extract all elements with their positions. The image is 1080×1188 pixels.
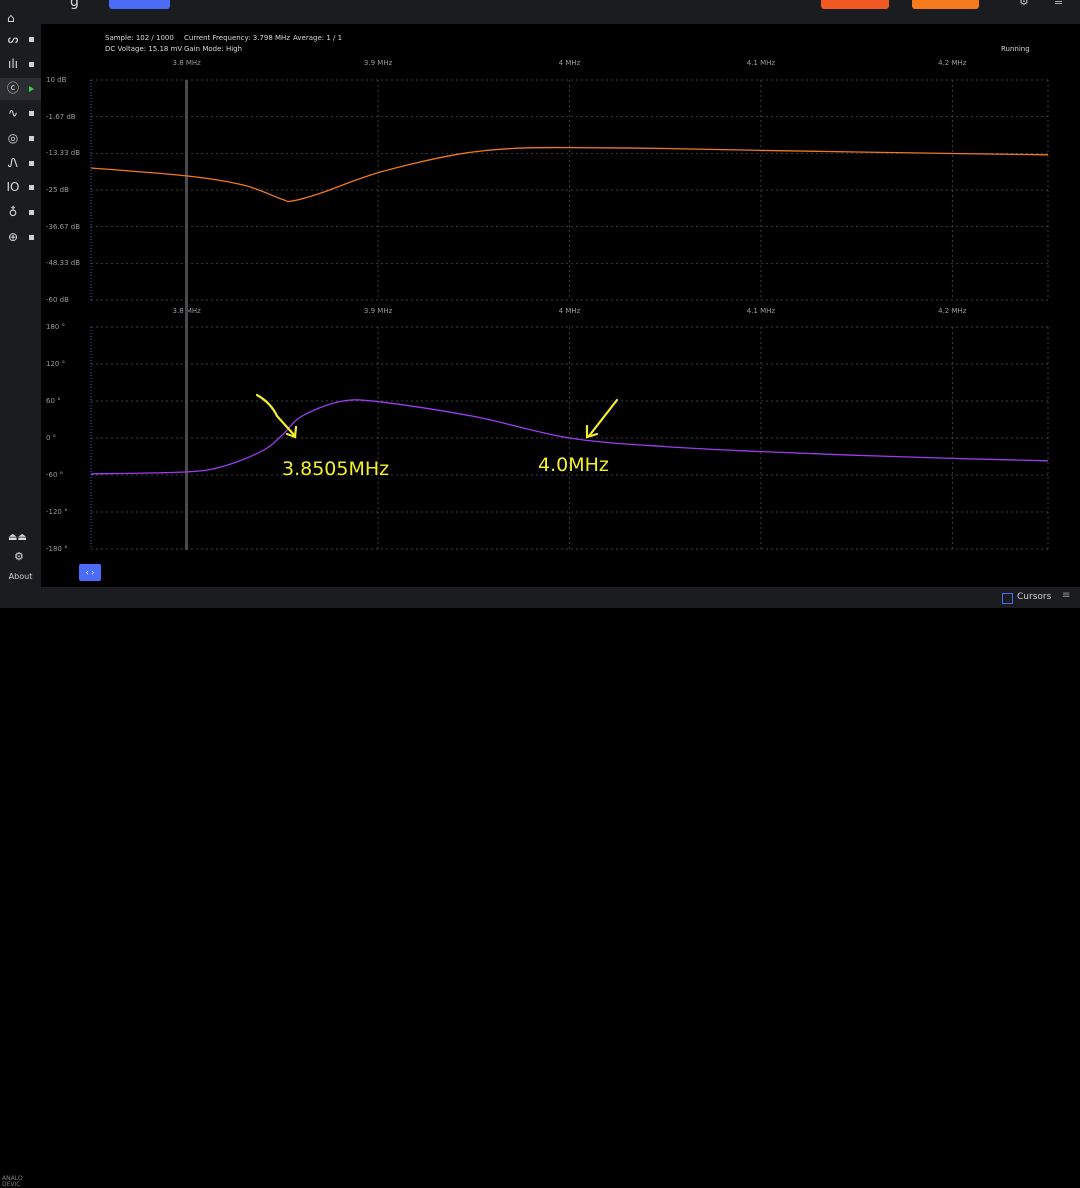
toolbar-blue-button[interactable] — [109, 0, 170, 9]
network-analyzer-icon: ⓒ — [6, 81, 19, 96]
x-tick-label: 3.9 MHz — [363, 59, 393, 67]
x-tick-label: 4 MHz — [558, 59, 581, 67]
run-indicator-icon[interactable] — [29, 86, 34, 93]
bottom-bar: ANALO DEVIC Cursors ≡ — [0, 587, 1080, 1188]
stop-indicator-icon[interactable] — [29, 61, 34, 67]
signal-generator-icon: ∿ — [7, 106, 19, 121]
annotation-arrow-2 — [585, 398, 619, 439]
sample-readout: Sample: 102 / 1000 — [105, 34, 174, 42]
about-link[interactable]: About — [8, 572, 33, 581]
current-frequency-readout: Current Frequency: 3.798 MHz — [184, 34, 290, 42]
sidebar-item-signal-generator[interactable]: ∿ — [0, 103, 41, 125]
stop-indicator-icon[interactable] — [29, 234, 34, 240]
sidebar-item-digital-io[interactable]: IO — [0, 177, 41, 199]
y-tick-label: -120 ° — [46, 508, 68, 516]
sidebar: ⌂ ᔕ ılı ⓒ ∿ ◎ Ꮑ IO ♁ ⊕ ⏏⏏ ⚙ About — [0, 0, 41, 608]
sidebar-item-spectrum-analyzer[interactable]: ılı — [0, 54, 41, 76]
dc-voltage-readout: DC Voltage: 15.18 mV — [105, 45, 183, 53]
y-tick-label: 10 dB — [46, 76, 67, 84]
cursors-menu-icon[interactable]: ≡ — [1062, 590, 1071, 601]
cursors-checkbox[interactable] — [1002, 593, 1013, 604]
sidebar-item-logic-analyzer[interactable]: ⊕ — [0, 227, 41, 249]
annotation-label-2: 4.0MHz — [538, 454, 609, 476]
sidebar-item-network-analyzer[interactable]: ⓒ — [0, 78, 41, 101]
stop-indicator-icon[interactable] — [29, 37, 34, 42]
toolbar-run-button[interactable] — [912, 0, 979, 9]
stop-indicator-icon[interactable] — [29, 160, 34, 166]
magnitude-trace — [90, 146, 1049, 203]
x-tick-label: 4.1 MHz — [746, 307, 776, 315]
y-tick-label: -180 ° — [46, 545, 68, 553]
stop-indicator-icon[interactable] — [29, 209, 34, 215]
run-status-label: Running — [1001, 45, 1030, 53]
home-icon[interactable]: ⌂ — [7, 11, 15, 25]
y-tick-label: -60 ° — [46, 471, 64, 479]
magnitude-grid — [90, 79, 1049, 301]
y-tick-label: 0 ° — [46, 434, 57, 442]
digital-io-icon: IO — [6, 180, 20, 195]
company-logo: ANALO DEVIC — [2, 1175, 23, 1188]
logic-analyzer-icon: ⊕ — [7, 229, 19, 244]
preferences-icon[interactable]: ⚙ — [14, 550, 24, 563]
sidebar-item-oscilloscope[interactable]: ᔕ — [0, 29, 41, 51]
oscilloscope-icon: ᔕ — [7, 32, 19, 46]
sidebar-item-voltmeter[interactable]: ◎ — [0, 128, 41, 150]
y-tick-label: -13.33 dB — [46, 149, 81, 158]
toolbar-single-button[interactable] — [821, 0, 889, 9]
cursor-line[interactable] — [185, 80, 188, 550]
settings-icon[interactable]: ⚙ — [1019, 0, 1029, 8]
stop-indicator-icon[interactable] — [29, 111, 34, 117]
gain-mode-readout: Gain Mode: High — [184, 45, 243, 53]
network-analyzer-plot-area: Sample: 102 / 1000 Current Frequency: 3.… — [41, 24, 1080, 587]
y-tick-label: -1.67 dB — [46, 112, 76, 121]
stop-indicator-icon[interactable] — [29, 185, 34, 191]
y-tick-label: 120 ° — [46, 360, 66, 368]
y-tick-label: 60 ° — [46, 397, 61, 405]
voltmeter-icon: ◎ — [7, 130, 19, 145]
menu-icon[interactable]: ≡ — [1054, 0, 1064, 8]
x-tick-label: 4.2 MHz — [938, 307, 967, 315]
y-tick-label: -48.33 dB — [46, 259, 81, 268]
y-tick-label: -60 dB — [46, 296, 69, 304]
x-tick-label: 4.1 MHz — [746, 59, 776, 67]
stop-indicator-icon[interactable] — [29, 135, 34, 141]
y-tick-label: 180 ° — [46, 323, 66, 331]
annotation-label-1: 3.8505MHz — [282, 458, 389, 480]
x-tick-label: 4 MHz — [558, 307, 581, 315]
average-readout: Average: 1 / 1 — [293, 34, 343, 42]
y-tick-label: -36.67 dB — [46, 222, 81, 231]
plots-svg: 3.8505MHz 4.0MHz — [90, 79, 1049, 550]
sidebar-item-power-supply[interactable]: ♁ — [0, 202, 41, 224]
spectrum-analyzer-icon: ılı — [7, 56, 18, 71]
top-toolbar: g ⚙ ≡ — [0, 0, 1080, 24]
cursors-label[interactable]: Cursors — [1017, 592, 1052, 602]
power-supply-icon: ♁ — [8, 204, 18, 219]
x-tick-label: 3.8 MHz — [172, 59, 201, 67]
sidebar-item-pattern-generator[interactable]: Ꮑ — [0, 153, 41, 175]
x-tick-label: 4.2 MHz — [938, 59, 967, 67]
y-tick-label: -25 dB — [46, 186, 69, 194]
annotation-arrow-1 — [255, 393, 298, 439]
expand-toggle-button[interactable]: ‹ › — [79, 564, 101, 581]
x-tick-label: 3.9 MHz — [363, 307, 393, 315]
phase-trace — [90, 399, 1049, 475]
toolbar-title-fragment: g — [70, 0, 79, 10]
instruments-icon[interactable]: ⏏⏏ — [8, 532, 27, 543]
pattern-generator-icon: Ꮑ — [7, 155, 18, 170]
